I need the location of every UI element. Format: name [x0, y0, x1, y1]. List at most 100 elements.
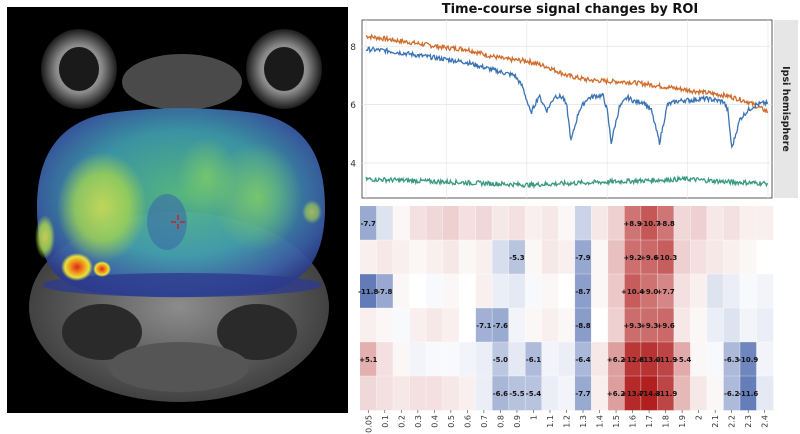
x-tick-label-10: 1	[529, 415, 538, 420]
heatmap-cell-r2-c18	[657, 274, 675, 309]
heatmap-label-r2-c18: +7.7	[656, 288, 674, 296]
heatmap-cell-r5-c8	[492, 376, 509, 411]
heatmap-cell-r4-c18	[657, 342, 675, 377]
heatmap-cell-r4-c8	[492, 342, 509, 377]
heatmap-cell-r0-c12	[558, 206, 576, 241]
x-tick-label-18: 1.8	[662, 415, 671, 428]
x-tick-label-12: 1.2	[563, 415, 572, 428]
heatmap-cell-r3-c13	[574, 308, 592, 343]
heatmap-label-r3-c16: +9.3	[623, 322, 641, 330]
heatmap-cell-r5-c12	[558, 376, 576, 411]
x-tick-label-6: 0.6	[463, 415, 472, 428]
heatmap-label-r5-c23: -11.6	[738, 390, 758, 398]
heatmap-cell-r5-c19	[673, 376, 691, 411]
heatmap-cell-r5-c1	[376, 376, 394, 411]
heatmap-label-r4-c15: +6.2	[607, 356, 625, 364]
heatmap-cell-r1-c16	[624, 240, 642, 275]
brain-overlay-image	[7, 7, 348, 413]
y-tick-label-0: 4	[350, 159, 356, 169]
heatmap-cell-r5-c24	[756, 376, 774, 411]
heatmap-cell-r2-c6	[459, 274, 476, 309]
heatmap-label-r2-c1: -7.8	[377, 288, 392, 296]
heatmap-cell-r3-c12	[558, 308, 576, 343]
brain-image-panel[interactable]	[7, 7, 348, 413]
heatmap-cell-r4-c5	[442, 342, 460, 377]
chart-title: Time-course signal changes by ROI	[441, 2, 699, 17]
heatmap-cell-r0-c13	[574, 206, 592, 241]
heatmap-label-r1-c18: +10.3	[654, 254, 677, 262]
heatmap-cell-r2-c9	[508, 274, 526, 309]
heatmap-cell-r1-c17	[640, 240, 658, 275]
heatmap-cell-r2-c23	[739, 274, 757, 309]
heatmap-cell-r5-c10	[525, 376, 543, 411]
heatmap-label-r5-c22: -6.2	[724, 390, 739, 398]
x-tick-label-16: 1.6	[629, 415, 638, 428]
series-line-0	[365, 33, 769, 114]
heatmap-cell-r3-c24	[756, 308, 774, 343]
heatmap-cell-r4-c13	[574, 342, 592, 377]
x-tick-label-7: 0.7	[480, 415, 489, 428]
heatmap-label-r0-c0: -7.7	[361, 220, 376, 228]
heatmap-cell-r2-c19	[673, 274, 691, 309]
heatmap-cell-r1-c21	[706, 240, 724, 275]
crosshair-icon[interactable]	[171, 215, 185, 229]
heatmap-cell-r5-c18	[657, 376, 675, 411]
heatmap-cell-r1-c10	[525, 240, 543, 275]
heatmap-cell-r3-c16	[624, 308, 642, 343]
heatmap-cell-r3-c21	[706, 308, 724, 343]
heatmap-cell-r3-c15	[607, 308, 625, 343]
heatmap-cell-r1-c2	[393, 240, 410, 275]
heatmap-cell-r3-c6	[459, 308, 476, 343]
heatmap-cell-r4-c23	[739, 342, 757, 377]
heatmap-cell-r4-c14	[591, 342, 609, 377]
heatmap-label-r3-c13: -8.8	[575, 322, 590, 330]
heatmap-cell-r3-c8	[492, 308, 509, 343]
heatmap-cell-r5-c9	[508, 376, 526, 411]
heatmap-cell-r1-c9	[508, 240, 526, 275]
y-tick-label-1: 6	[350, 101, 356, 111]
heatmap-cell-r0-c22	[723, 206, 741, 241]
heatmap-cell-r5-c17	[640, 376, 658, 411]
heatmap-cell-r1-c13	[574, 240, 592, 275]
heatmap-cell-r2-c5	[442, 274, 460, 309]
x-tick-label-15: 1.5	[612, 415, 621, 428]
heatmap-label-r4-c18: +11.9	[654, 356, 677, 364]
x-tick-label-24: 2.4	[761, 415, 770, 428]
heatmap-cell-r3-c20	[690, 308, 708, 343]
heatmap-cell-r5-c20	[690, 376, 708, 411]
heatmap-cell-r3-c5	[442, 308, 460, 343]
heatmap-cell-r4-c0	[360, 342, 377, 377]
time-course-line-plot: 4 6 8 Ipsi hemisphere	[350, 19, 798, 199]
facet-strip-label: Ipsi hemisphere	[780, 66, 791, 152]
heatmap-label-r4-c23: -10.9	[738, 356, 758, 364]
x-tick-label-0: 0.05	[364, 415, 373, 433]
heatmap-cell-r3-c1	[376, 308, 394, 343]
heatmap-cell-r1-c6	[459, 240, 476, 275]
heatmap-cell-r1-c24	[756, 240, 774, 275]
x-tick-label-4: 0.4	[430, 415, 439, 428]
heatmap-cell-r2-c3	[409, 274, 427, 309]
heatmap-label-r1-c16: +9.2	[623, 254, 641, 262]
heatmap-cell-r5-c23	[739, 376, 757, 411]
heatmap-cell-r2-c12	[558, 274, 576, 309]
heatmap-cell-r3-c19	[673, 308, 691, 343]
heatmap-cell-r3-c0	[360, 308, 377, 343]
heatmap-cell-r2-c10	[525, 274, 543, 309]
heatmap-label-r5-c8: -6.6	[493, 390, 508, 398]
heatmap-cell-r3-c11	[541, 308, 559, 343]
heatmap-cell-r2-c24	[756, 274, 774, 309]
heatmap-cell-r1-c19	[673, 240, 691, 275]
heatmap-cell-r0-c21	[706, 206, 724, 241]
heatmap-cell-r0-c3	[409, 206, 427, 241]
heatmap-label-r2-c0: -11.8	[358, 288, 378, 296]
x-tick-label-2: 0.2	[397, 415, 406, 428]
x-tick-label-3: 0.3	[414, 415, 423, 428]
heatmap-cell-r5-c16	[624, 376, 642, 411]
heatmap-cell-r3-c17	[640, 308, 658, 343]
heatmap-label-r4-c8: -5.0	[493, 356, 508, 364]
heatmap-label-r4-c16: +12.8	[621, 356, 644, 364]
heatmap-cell-r4-c6	[459, 342, 476, 377]
heatmap-cell-r3-c10	[525, 308, 543, 343]
heatmap-cell-r1-c4	[426, 240, 443, 275]
heatmap-cell-r5-c14	[591, 376, 609, 411]
